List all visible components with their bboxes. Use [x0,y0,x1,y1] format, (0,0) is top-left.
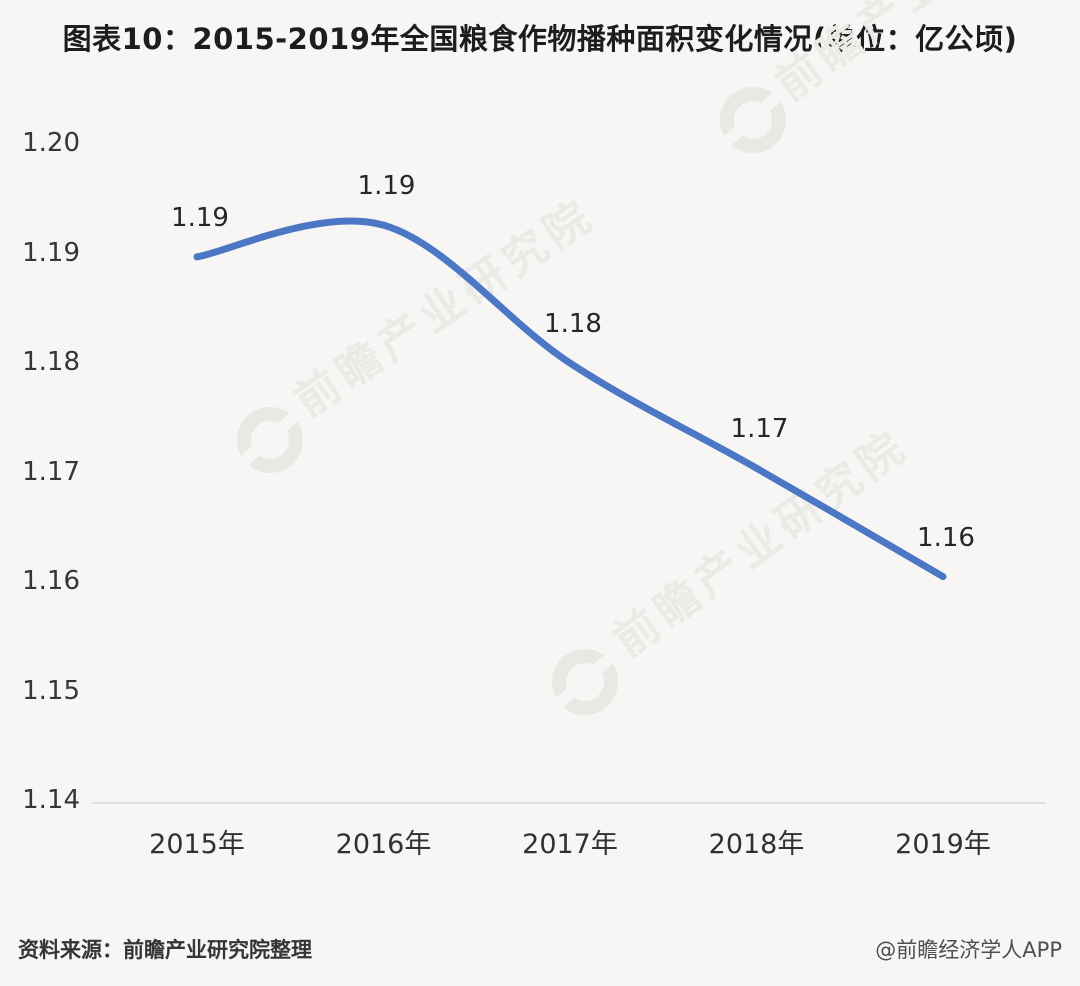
qianzhan-ring-logo [228,401,310,477]
credit-note: @前瞻经济学人APP [875,938,1062,962]
x-axis-label: 2015年 [149,829,245,860]
x-axis-label: 2017年 [522,829,618,860]
x-axis-label: 2019年 [895,829,991,860]
y-tick-label: 1.17 [22,456,80,487]
footer: 资料来源：前瞻产业研究院整理 @前瞻经济学人APP [18,934,1062,964]
x-axis-label: 2018年 [708,829,805,860]
data-label: 1.19 [171,202,229,233]
y-tick-label: 1.16 [22,566,80,596]
x-axis-label: 2016年 [335,829,432,860]
source-note: 资料来源：前瞻产业研究院整理 [18,938,312,962]
y-tick-label: 1.15 [22,675,80,706]
data-label: 1.16 [917,522,975,553]
y-tick-label: 1.20 [22,128,80,158]
y-tick-label: 1.19 [22,237,80,268]
qianzhan-ring-logo [543,643,625,719]
data-label: 1.19 [357,171,416,202]
data-label: 1.18 [544,309,602,340]
y-tick-label: 1.14 [22,785,80,815]
data-label: 1.17 [730,414,789,445]
chart-title: 图表10：2015-2019年全国粮食作物播种面积变化情况(单位：亿公顷) [62,22,1018,56]
y-tick-label: 1.18 [22,347,80,377]
qianzhan-ring-logo [711,81,793,157]
series-line [193,217,947,581]
